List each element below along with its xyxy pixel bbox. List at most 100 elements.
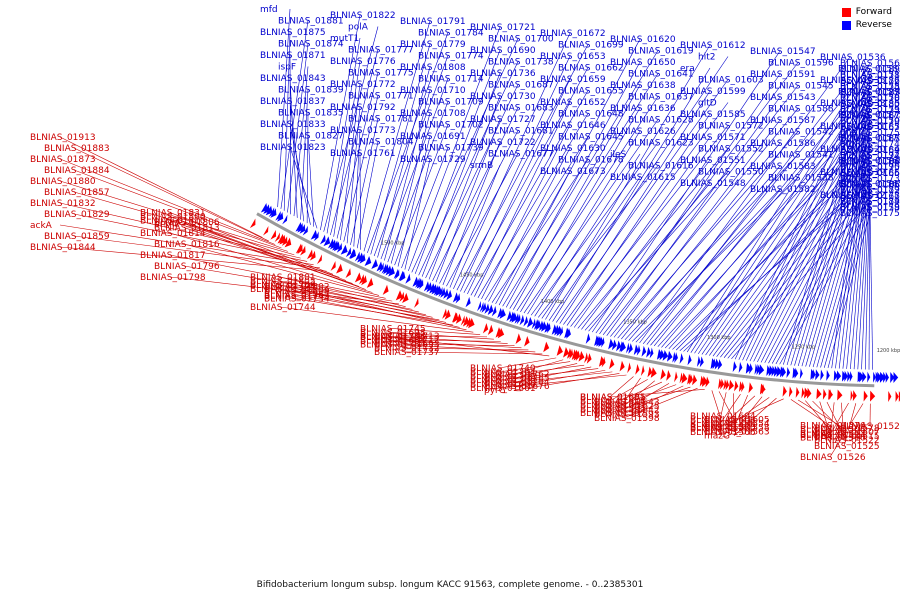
forward-feature (274, 232, 280, 243)
forward-feature (806, 387, 812, 399)
leader-line (701, 108, 871, 355)
gene-label: BLNIAS_01709 (418, 98, 484, 108)
reverse-feature (714, 358, 720, 370)
leader-line (805, 143, 871, 367)
reverse-feature (646, 346, 651, 358)
forward-feature (573, 349, 581, 361)
leader-line (435, 118, 501, 283)
gene-label: BLNIAS_01681 (488, 127, 554, 137)
gene-label: BLNIAS_01822 (330, 11, 396, 21)
gene-label: BLNIAS_01597 (580, 409, 646, 419)
forward-feature (575, 350, 580, 361)
reverse-feature (600, 336, 605, 348)
gene-label: BLNIAS_01560 (690, 424, 756, 434)
gene-label: BLNIAS_01593 (594, 410, 660, 420)
gene-label: BLNIAS_01672 (540, 29, 606, 39)
gene-label: BLNIAS_01522 (814, 436, 880, 446)
reverse-feature (412, 276, 419, 287)
gene-label: BLNIAS_01704 (484, 378, 550, 388)
gene-label: BLNIAS_01742 (250, 285, 316, 295)
leader-line (491, 159, 589, 303)
leader-line (474, 101, 571, 297)
leader-line (697, 97, 871, 355)
gene-label: mfd (260, 5, 278, 15)
forward-feature (584, 352, 588, 364)
reverse-feature (596, 335, 603, 347)
gene-label: BLNIAS_01756 (360, 333, 426, 343)
gene-label: BLNIAS_01813 (154, 224, 220, 234)
leader-line (421, 72, 501, 277)
forward-feature (816, 388, 822, 400)
leader-line (279, 280, 420, 313)
forward-feature (569, 348, 574, 360)
leader-line (183, 243, 380, 296)
gene-label: BLNIAS_01673 (540, 167, 606, 177)
leader-line (609, 388, 705, 398)
gene-label: BLNIAS_01591 (750, 70, 816, 80)
leader-line (279, 284, 433, 318)
leader-line (484, 136, 589, 301)
leader-line (73, 169, 282, 249)
leader-line (428, 95, 501, 280)
reverse-feature (282, 214, 288, 225)
reverse-feature (758, 364, 765, 376)
leader-line (449, 164, 501, 288)
leader-line (401, 147, 449, 269)
gene-label: BLNIAS_01817 (140, 251, 206, 261)
gene-label: BLNIAS_01907 (840, 163, 900, 173)
gene-label: BLNIAS_01641 (628, 70, 694, 80)
reverse-feature (277, 212, 284, 222)
gene-label: BLNIAS_01787 (840, 94, 900, 104)
gene-label: BLNIAS_01520 (820, 145, 886, 155)
forward-feature (863, 390, 868, 402)
leader-line (790, 97, 871, 366)
gene-label: BLNIAS_01662 (558, 64, 624, 74)
leader-line (353, 129, 361, 247)
gene-label: BLNIAS_01857 (44, 188, 110, 198)
gene-label: BLNIAS_01616 (628, 162, 694, 172)
forward-feature (804, 387, 810, 399)
gene-label: BLNIAS_01702 (418, 121, 484, 131)
reverse-feature (354, 251, 361, 262)
gene-label: BLNIAS_01767 (264, 290, 330, 300)
gene-label: BLNIAS_01653 (540, 52, 606, 62)
leader-line (768, 172, 871, 364)
forward-feature (734, 380, 739, 392)
leader-line (380, 78, 449, 260)
gene-label: BLNIAS_01706 (470, 376, 536, 386)
forward-feature (453, 312, 459, 323)
leader-line (346, 106, 361, 244)
leader-line (621, 142, 781, 340)
leader-line (411, 38, 519, 273)
forward-feature (482, 322, 489, 334)
reverse-feature (862, 371, 867, 383)
leader-line (853, 149, 871, 370)
gene-label: mazG (704, 432, 730, 442)
reverse-feature (656, 348, 663, 360)
scale-label: 1250 kbp (792, 344, 816, 350)
leader-line (857, 161, 871, 370)
reverse-feature (893, 371, 899, 383)
scale-label: 1400 kbp (541, 299, 565, 305)
reverse-feature (506, 310, 512, 322)
leader-line (456, 44, 589, 291)
leader-line (733, 393, 735, 424)
leader-line (829, 403, 864, 458)
reverse-feature (799, 368, 803, 380)
reverse-feature (559, 326, 564, 337)
leader-line (628, 165, 781, 341)
gene-label: BLNIAS_01565 (838, 180, 900, 190)
leader-line (816, 178, 871, 368)
forward-feature (563, 347, 570, 358)
reverse-feature (497, 307, 503, 319)
gene-label: BLNIAS_01542 (768, 128, 834, 138)
reverse-feature (499, 308, 506, 319)
leader-line (300, 89, 309, 220)
leader-line (408, 26, 501, 272)
reverse-feature (371, 258, 378, 270)
leader-line (841, 402, 845, 441)
gene-label: BLNIAS_01659 (540, 75, 606, 85)
leader-line (363, 20, 431, 252)
leader-line (719, 398, 784, 428)
reverse-feature (781, 366, 786, 378)
